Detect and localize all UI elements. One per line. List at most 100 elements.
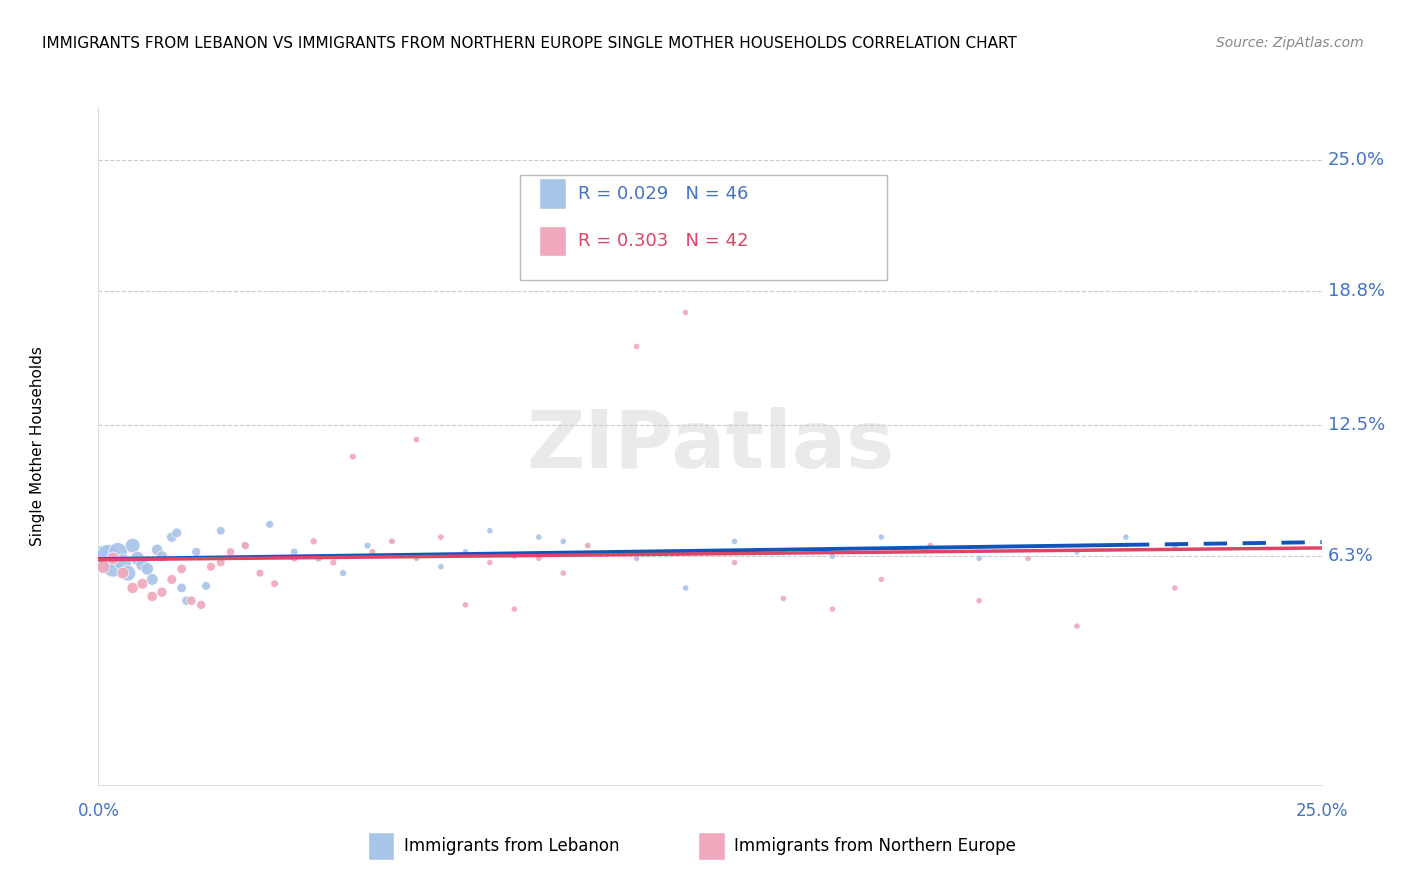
Point <box>91 559 114 574</box>
Point <box>821 602 844 616</box>
Point <box>141 573 163 587</box>
Point <box>117 566 139 581</box>
Point <box>967 593 990 607</box>
Bar <box>697 832 724 860</box>
Point <box>772 545 794 559</box>
Point <box>356 539 378 553</box>
Point <box>626 551 648 566</box>
Point <box>91 551 114 566</box>
Point <box>131 558 153 572</box>
Point <box>150 585 173 599</box>
Point <box>170 562 193 576</box>
Point <box>870 530 893 544</box>
Point <box>553 534 575 549</box>
Point <box>259 517 281 532</box>
Point <box>527 530 550 544</box>
Point <box>195 579 218 593</box>
Point <box>302 534 325 549</box>
Point <box>920 539 942 553</box>
Point <box>1164 581 1187 595</box>
Point <box>626 339 648 353</box>
Bar <box>538 178 565 209</box>
Text: 6.3%: 6.3% <box>1327 547 1374 566</box>
Text: 12.5%: 12.5% <box>1327 416 1385 434</box>
Point <box>233 539 256 553</box>
Text: Source: ZipAtlas.com: Source: ZipAtlas.com <box>1216 36 1364 50</box>
Point <box>478 524 501 538</box>
Point <box>772 591 794 606</box>
Text: ZIPatlas: ZIPatlas <box>526 407 894 485</box>
Point <box>111 556 134 570</box>
Point <box>675 305 697 319</box>
Point <box>821 549 844 564</box>
Text: R = 0.029   N = 46: R = 0.029 N = 46 <box>578 185 748 202</box>
Point <box>209 524 232 538</box>
Point <box>675 581 697 595</box>
Point <box>160 530 183 544</box>
Point <box>361 545 384 559</box>
Point <box>920 539 942 553</box>
Text: 0.0%: 0.0% <box>77 802 120 820</box>
Point <box>176 593 198 607</box>
Point <box>127 551 149 566</box>
Text: IMMIGRANTS FROM LEBANON VS IMMIGRANTS FROM NORTHERN EUROPE SINGLE MOTHER HOUSEHO: IMMIGRANTS FROM LEBANON VS IMMIGRANTS FR… <box>42 36 1017 51</box>
Point <box>101 551 124 566</box>
Point <box>405 433 427 447</box>
Text: 18.8%: 18.8% <box>1327 283 1385 301</box>
Text: 25.0%: 25.0% <box>1295 802 1348 820</box>
Point <box>1017 551 1039 566</box>
Text: R = 0.303   N = 42: R = 0.303 N = 42 <box>578 232 748 251</box>
Point <box>263 576 285 591</box>
Text: Immigrants from Lebanon: Immigrants from Lebanon <box>405 837 620 855</box>
Point <box>141 590 163 604</box>
Point <box>576 539 599 553</box>
Point <box>405 551 427 566</box>
Text: 25.0%: 25.0% <box>1327 151 1385 169</box>
Point <box>381 534 404 549</box>
Point <box>146 542 169 557</box>
Point <box>1164 539 1187 553</box>
Point <box>322 556 344 570</box>
Text: Immigrants from Northern Europe: Immigrants from Northern Europe <box>734 837 1017 855</box>
Point <box>219 545 242 559</box>
Point <box>576 539 599 553</box>
Point <box>967 551 990 566</box>
Point <box>107 545 129 559</box>
Point <box>249 566 271 581</box>
Point <box>233 539 256 553</box>
Point <box>180 593 202 607</box>
Point <box>111 566 134 581</box>
Point <box>97 549 120 564</box>
Point <box>136 562 159 576</box>
Point <box>342 450 364 464</box>
Bar <box>538 226 565 256</box>
Point <box>131 576 153 591</box>
Point <box>454 598 477 612</box>
Point <box>553 566 575 581</box>
Point <box>527 551 550 566</box>
Point <box>150 549 173 564</box>
Point <box>503 549 526 564</box>
Point <box>200 559 222 574</box>
Point <box>166 525 188 540</box>
Point <box>1066 545 1088 559</box>
Point <box>186 545 208 559</box>
FancyBboxPatch shape <box>520 175 887 280</box>
Point <box>454 545 477 559</box>
Text: Single Mother Households: Single Mother Households <box>30 346 45 546</box>
Point <box>478 556 501 570</box>
Point <box>308 551 330 566</box>
Point <box>430 559 453 574</box>
Bar <box>367 832 395 860</box>
Point <box>283 551 305 566</box>
Point <box>121 539 143 553</box>
Point <box>160 573 183 587</box>
Point <box>381 534 404 549</box>
Point <box>209 556 232 570</box>
Point <box>332 566 354 581</box>
Point <box>190 598 212 612</box>
Point <box>430 530 453 544</box>
Point <box>870 573 893 587</box>
Point <box>1066 619 1088 633</box>
Point <box>101 559 124 574</box>
